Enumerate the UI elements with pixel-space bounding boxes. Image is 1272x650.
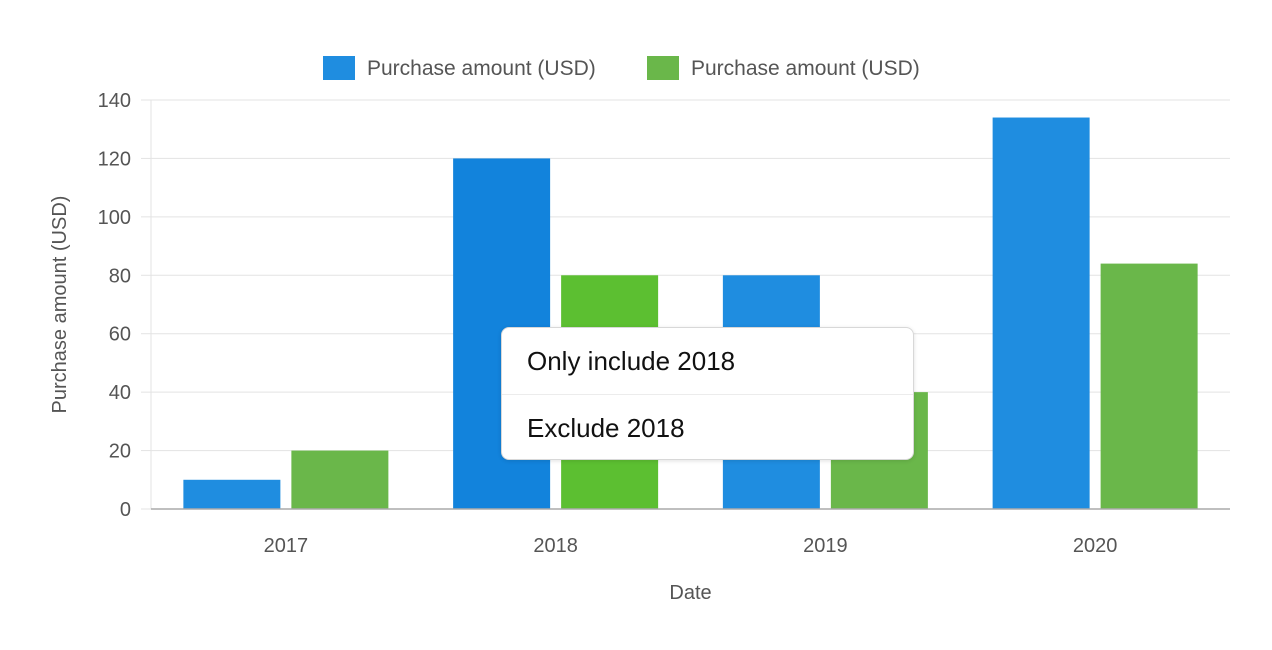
legend[interactable]: Purchase amount (USD) Purchase amount (US… <box>323 56 920 80</box>
y-tick-label: 140 <box>98 90 131 112</box>
bar-2017-series-2[interactable] <box>291 450 389 509</box>
legend-item-series-2[interactable]: Purchase amount (USD) <box>647 56 920 80</box>
bar-2017-series-1[interactable] <box>183 479 281 509</box>
legend-swatch <box>323 56 355 80</box>
x-tick-label: 2017 <box>264 535 309 557</box>
menu-item-only-include[interactable]: Only include 2018 <box>527 346 736 376</box>
y-tick-label: 0 <box>120 499 131 521</box>
legend-swatch <box>647 56 679 80</box>
bar-2020-series-2[interactable] <box>1100 263 1198 509</box>
y-tick-label: 20 <box>109 441 131 463</box>
y-tick-label: 40 <box>109 382 131 404</box>
x-tick-label: 2020 <box>1073 535 1118 557</box>
x-axis-ticks: 2017 2018 2019 2020 <box>264 535 1118 557</box>
legend-item-series-1[interactable]: Purchase amount (USD) <box>323 56 596 80</box>
x-axis-title: Date <box>669 582 711 604</box>
y-tick-label: 120 <box>98 148 131 170</box>
menu-item-exclude[interactable]: Exclude 2018 <box>502 394 913 459</box>
context-menu: Only include 2018 Exclude 2018 <box>501 327 914 460</box>
x-tick-label: 2019 <box>803 535 848 557</box>
x-tick-label: 2018 <box>533 535 578 557</box>
y-axis-ticks: 0 20 40 60 80 100 120 140 <box>98 90 131 521</box>
legend-label: Purchase amount (USD) <box>367 57 596 80</box>
y-tick-label: 100 <box>98 207 131 229</box>
bar-2020-series-1[interactable] <box>992 117 1090 510</box>
y-tick-label: 60 <box>109 324 131 346</box>
y-tick-label: 80 <box>109 265 131 287</box>
y-axis-title: Purchase amount (USD) <box>49 196 71 414</box>
legend-label: Purchase amount (USD) <box>691 57 920 80</box>
